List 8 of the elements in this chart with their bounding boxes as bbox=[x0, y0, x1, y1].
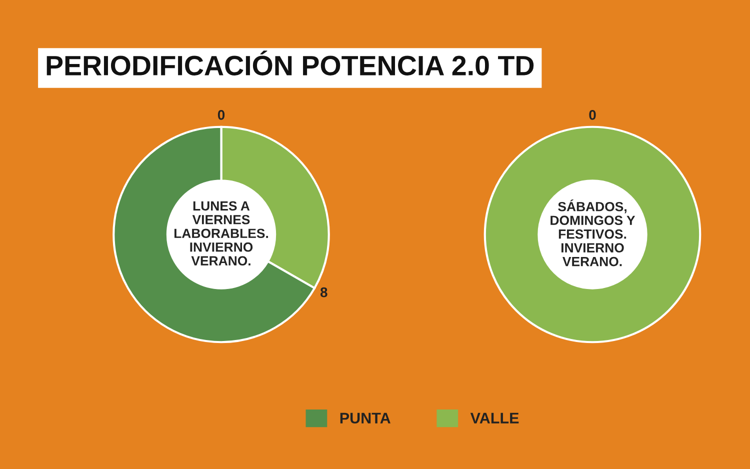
text: 0 bbox=[218, 110, 225, 120]
text: LUNES A VIERNES LABORABLES. INVIERNO VERANO. bbox=[174, 201, 268, 266]
legend-label: VALLE bbox=[470, 412, 519, 424]
text: 8 bbox=[320, 287, 328, 298]
legend-label: PUNTA bbox=[340, 412, 390, 424]
text: SÁBADOS, DOMINGOS Y FESTIVOS. INVIERNO VERANO. bbox=[550, 199, 636, 266]
text: 0 bbox=[589, 110, 596, 120]
chart-title: PERIODIFICACIÓN POTENCIA 2.0 TD bbox=[46, 50, 534, 76]
